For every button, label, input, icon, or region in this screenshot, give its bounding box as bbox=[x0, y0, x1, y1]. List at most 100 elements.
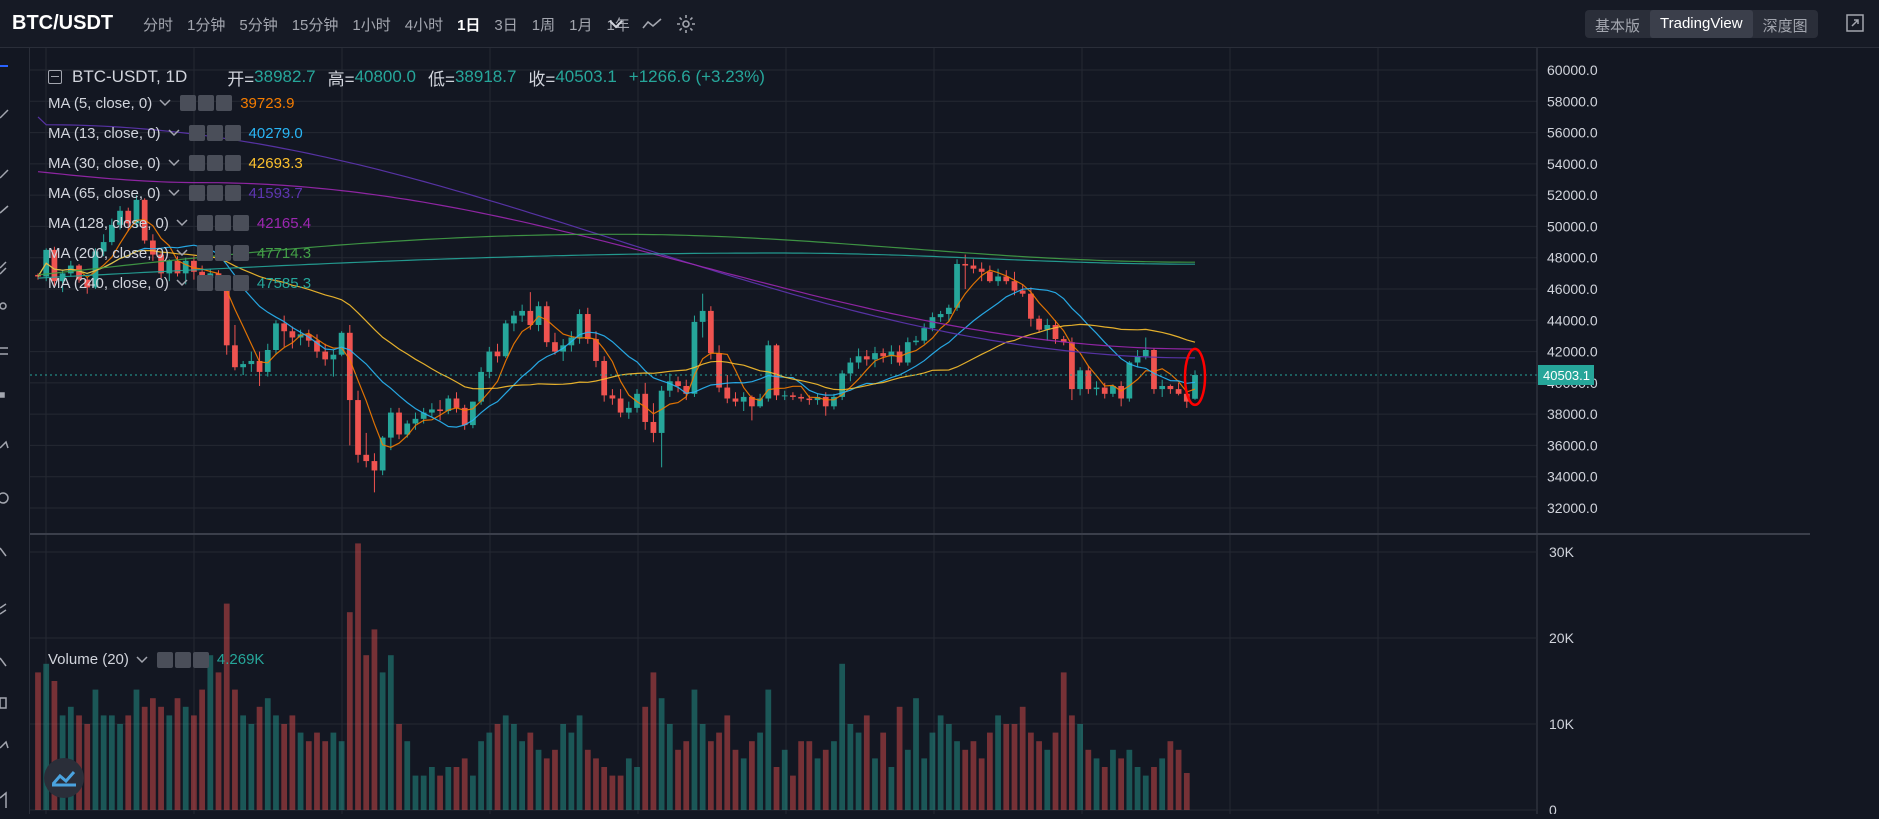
eye-icon[interactable] bbox=[188, 185, 205, 201]
candle-body bbox=[601, 360, 608, 396]
close-icon[interactable] bbox=[232, 245, 249, 261]
candle-body bbox=[527, 310, 534, 325]
chevron-down-icon[interactable] bbox=[167, 188, 181, 198]
chevron-down-icon[interactable] bbox=[135, 655, 149, 665]
ma-label[interactable]: MA (30, close, 0) bbox=[48, 154, 161, 172]
ma-label[interactable]: MA (128, close, 0) bbox=[48, 214, 169, 232]
ma-label[interactable]: MA (200, close, 0) bbox=[48, 244, 169, 262]
volume-bar bbox=[1151, 767, 1157, 810]
gear-icon[interactable] bbox=[214, 215, 231, 231]
volume-bar bbox=[814, 758, 821, 810]
symbol-title[interactable]: BTC/USDT bbox=[12, 12, 114, 34]
volume-bar bbox=[363, 655, 370, 810]
chart-area[interactable]: 60000.0 58000.0 56000.0 54000.0 52000.0 50000… bbox=[30, 48, 1810, 818]
candle-body bbox=[822, 396, 829, 407]
volume-bar bbox=[314, 732, 320, 810]
candle-body bbox=[256, 360, 263, 372]
volume-bar bbox=[986, 732, 993, 810]
interval-1mo[interactable]: 1月 bbox=[569, 17, 593, 34]
volume-tick-label: 10K bbox=[1549, 716, 1575, 732]
volume-bar bbox=[519, 741, 526, 810]
volume-bar bbox=[158, 706, 164, 810]
ma-label[interactable]: MA (65, close, 0) bbox=[48, 184, 161, 202]
chevron-down-icon[interactable] bbox=[604, 12, 628, 36]
gear-icon[interactable] bbox=[174, 651, 191, 668]
fullscreen-icon[interactable] bbox=[1845, 13, 1865, 33]
gear-icon[interactable] bbox=[206, 125, 223, 141]
ma-value: 39723.9 bbox=[240, 94, 295, 112]
volume-bar bbox=[264, 698, 271, 810]
chevron-down-icon[interactable] bbox=[158, 98, 172, 108]
chevron-down-icon[interactable] bbox=[175, 248, 189, 258]
ma-label[interactable]: MA (5, close, 0) bbox=[48, 94, 153, 112]
chevron-down-icon[interactable] bbox=[167, 158, 181, 168]
volume-label[interactable]: Volume (20) bbox=[48, 651, 129, 668]
candle-body bbox=[1175, 389, 1182, 394]
volume-bar bbox=[182, 706, 189, 810]
close-icon[interactable] bbox=[224, 125, 241, 141]
eye-icon[interactable] bbox=[156, 651, 173, 668]
eye-icon[interactable] bbox=[188, 125, 205, 141]
gear-icon[interactable] bbox=[214, 245, 231, 261]
close-icon[interactable] bbox=[224, 155, 241, 171]
view-tradingview[interactable]: TradingView bbox=[1650, 10, 1753, 38]
price-tick-label: 34000.0 bbox=[1547, 469, 1598, 485]
eye-icon[interactable] bbox=[180, 95, 197, 111]
interval-tick[interactable]: 分时 bbox=[143, 17, 174, 34]
candle-body bbox=[945, 307, 952, 315]
eye-icon[interactable] bbox=[196, 245, 213, 261]
gear-icon[interactable] bbox=[198, 95, 215, 111]
view-basic[interactable]: 基本版 bbox=[1595, 18, 1641, 35]
gear-icon[interactable] bbox=[206, 155, 223, 171]
interval-1m[interactable]: 1分钟 bbox=[187, 17, 226, 34]
eye-icon[interactable] bbox=[196, 215, 213, 231]
close-icon[interactable] bbox=[192, 651, 209, 668]
close-icon[interactable] bbox=[216, 95, 233, 111]
volume-bar bbox=[691, 689, 698, 810]
volume-bar bbox=[995, 715, 1001, 810]
gear-icon[interactable] bbox=[206, 185, 223, 201]
tradingview-logo[interactable] bbox=[44, 758, 84, 798]
close-icon[interactable] bbox=[232, 215, 249, 231]
close-icon[interactable] bbox=[232, 275, 249, 291]
interval-1h[interactable]: 1小时 bbox=[352, 17, 391, 34]
close-icon[interactable] bbox=[224, 185, 241, 201]
volume-controls bbox=[156, 651, 209, 668]
collapse-legend-icon[interactable] bbox=[48, 70, 62, 84]
drawing-tools-icons[interactable] bbox=[0, 48, 30, 814]
ma-legend-row: MA (200, close, 0) 47714.3 bbox=[48, 238, 777, 268]
eye-icon[interactable] bbox=[188, 155, 205, 171]
price-chart[interactable]: 60000.0 58000.0 56000.0 54000.0 52000.0 50000… bbox=[30, 48, 1810, 818]
candle-body bbox=[995, 276, 1001, 282]
volume-bar bbox=[945, 724, 952, 810]
eye-icon[interactable] bbox=[196, 275, 213, 291]
gear-icon[interactable] bbox=[674, 12, 698, 36]
interval-4h[interactable]: 4小时 bbox=[404, 17, 444, 34]
ma-label[interactable]: MA (240, close, 0) bbox=[48, 274, 169, 292]
candle-body bbox=[1052, 324, 1059, 340]
interval-1d[interactable]: 1日 bbox=[457, 17, 481, 34]
candle-body bbox=[773, 345, 780, 396]
candle-body bbox=[338, 332, 345, 355]
volume-bar bbox=[166, 715, 173, 810]
volume-bar bbox=[707, 741, 714, 810]
price-tick-label: 52000.0 bbox=[1547, 187, 1598, 203]
volume-bar bbox=[724, 715, 731, 810]
volume-bar bbox=[346, 612, 353, 810]
price-tick-label: 46000.0 bbox=[1547, 281, 1598, 297]
chevron-down-icon[interactable] bbox=[175, 218, 189, 228]
interval-15m[interactable]: 15分钟 bbox=[291, 17, 339, 34]
interval-5m[interactable]: 5分钟 bbox=[239, 17, 278, 34]
candle-body bbox=[1093, 387, 1100, 390]
volume-bar bbox=[511, 724, 517, 810]
gear-icon[interactable] bbox=[214, 275, 231, 291]
interval-1w[interactable]: 1周 bbox=[531, 17, 556, 34]
chart-type-icon[interactable] bbox=[640, 12, 664, 36]
chevron-down-icon[interactable] bbox=[175, 278, 189, 288]
view-depth[interactable]: 深度图 bbox=[1762, 18, 1808, 35]
interval-3d[interactable]: 3日 bbox=[494, 17, 518, 34]
chevron-down-icon[interactable] bbox=[167, 128, 181, 138]
candle-body bbox=[716, 353, 722, 388]
ma-label[interactable]: MA (13, close, 0) bbox=[48, 124, 161, 142]
ma-legend-row: MA (128, close, 0) 42165.4 bbox=[48, 208, 777, 238]
